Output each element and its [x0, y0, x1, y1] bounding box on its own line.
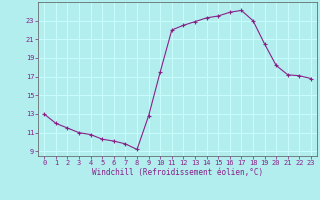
X-axis label: Windchill (Refroidissement éolien,°C): Windchill (Refroidissement éolien,°C): [92, 168, 263, 177]
